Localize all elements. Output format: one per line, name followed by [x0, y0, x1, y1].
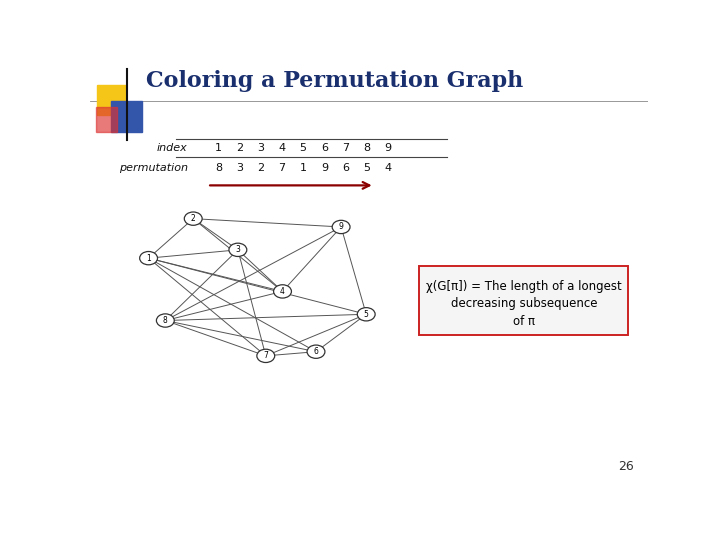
Text: 9: 9 [321, 163, 328, 173]
Circle shape [229, 243, 247, 256]
Circle shape [140, 252, 158, 265]
Text: 8: 8 [363, 143, 370, 153]
Circle shape [156, 314, 174, 327]
Text: 3: 3 [257, 143, 264, 153]
Text: index: index [157, 143, 188, 153]
Text: 5: 5 [364, 310, 369, 319]
Text: 6: 6 [313, 347, 318, 356]
Bar [96, 107, 117, 132]
Text: 3: 3 [235, 245, 240, 254]
Text: 4: 4 [384, 163, 392, 173]
Text: 6: 6 [342, 163, 349, 173]
Text: 5: 5 [300, 143, 307, 153]
Text: 6: 6 [321, 143, 328, 153]
Text: 7: 7 [279, 163, 286, 173]
Text: χ(G[π]) = The length of a longest: χ(G[π]) = The length of a longest [426, 280, 622, 293]
Text: 2: 2 [257, 163, 264, 173]
Text: 8: 8 [163, 316, 168, 325]
Circle shape [332, 220, 350, 234]
Text: permutation: permutation [119, 163, 188, 173]
Text: 9: 9 [338, 222, 343, 232]
Text: of π: of π [513, 315, 535, 328]
Text: 1: 1 [146, 254, 151, 262]
Text: decreasing subsequence: decreasing subsequence [451, 298, 597, 310]
Circle shape [307, 345, 325, 359]
Text: 8: 8 [215, 163, 222, 173]
Text: Coloring a Permutation Graph: Coloring a Permutation Graph [145, 70, 523, 92]
Text: 1: 1 [300, 163, 307, 173]
Text: 2: 2 [236, 143, 243, 153]
Text: 4: 4 [279, 143, 286, 153]
Text: 2: 2 [191, 214, 196, 223]
Text: 7: 7 [342, 143, 349, 153]
Circle shape [357, 308, 375, 321]
Text: 3: 3 [236, 163, 243, 173]
Text: 4: 4 [280, 287, 285, 296]
Text: 5: 5 [364, 163, 370, 173]
Text: 1: 1 [215, 143, 222, 153]
Text: 9: 9 [384, 143, 392, 153]
Text: 7: 7 [264, 352, 269, 360]
Text: 26: 26 [618, 460, 634, 473]
Circle shape [257, 349, 275, 362]
FancyBboxPatch shape [419, 266, 629, 335]
Circle shape [274, 285, 292, 298]
Bar [111, 101, 142, 132]
Bar [96, 85, 126, 114]
Circle shape [184, 212, 202, 225]
